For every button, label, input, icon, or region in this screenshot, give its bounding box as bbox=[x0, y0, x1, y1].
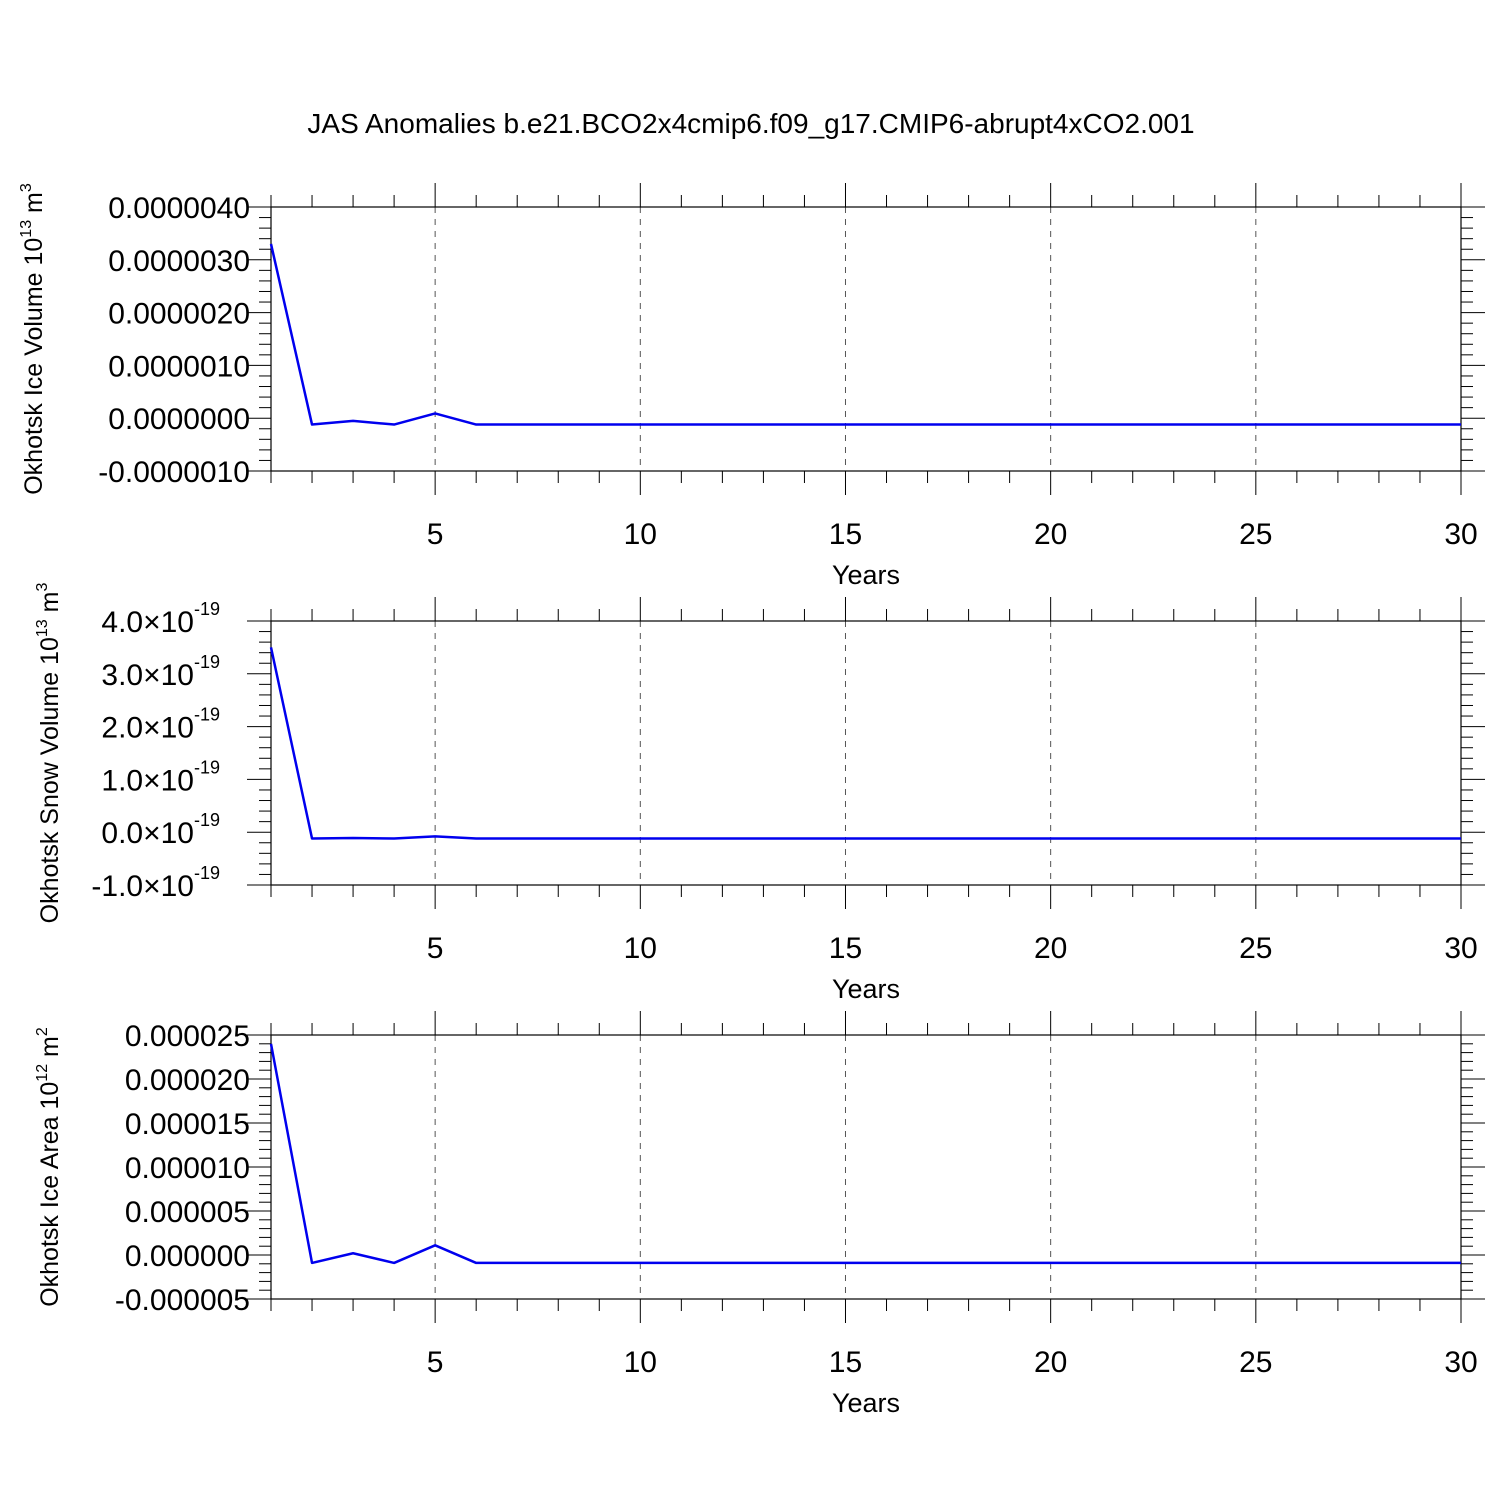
y-tick-label: 0.000020 bbox=[125, 1064, 250, 1097]
x-axis-label: Years bbox=[832, 560, 900, 590]
y-tick-label: 0.000005 bbox=[125, 1196, 250, 1229]
y-tick-label: 0.000025 bbox=[125, 1020, 250, 1053]
x-axis-label: Years bbox=[832, 974, 900, 1004]
y-tick-label: 2.0×10-19 bbox=[101, 705, 220, 745]
x-tick-label: 15 bbox=[829, 1346, 862, 1379]
y-axis-label: Okhotsk Snow Volume 1013 m3 bbox=[34, 583, 64, 924]
x-tick-label: 20 bbox=[1034, 518, 1067, 551]
x-tick-label: 5 bbox=[427, 932, 444, 965]
y-tick-label: 0.0000000 bbox=[108, 403, 250, 436]
y-tick-label: 0.000010 bbox=[125, 1152, 250, 1185]
y-tick-label: 0.0000010 bbox=[108, 350, 250, 383]
chart-panel-1: 5 10 15 20 25 30 Years -0.0000010 0.0000000 0.000… bbox=[18, 183, 1485, 590]
y-tick-label: 0.0000030 bbox=[108, 245, 250, 278]
x-tick-label: 25 bbox=[1239, 932, 1272, 965]
x-tick-label: 30 bbox=[1444, 1346, 1477, 1379]
y-tick-label: 0.0000020 bbox=[108, 298, 250, 331]
plot-frame bbox=[270, 1034, 1462, 1300]
chart-panel-2: 5 10 15 20 25 30 Years -1.0×10-19 0.0×10-19 1.0×1… bbox=[34, 583, 1485, 1004]
series-line bbox=[269, 647, 1461, 840]
x-tick-label: 20 bbox=[1034, 1346, 1067, 1379]
x-tick-label: 10 bbox=[624, 1346, 657, 1379]
x-tick-label: 15 bbox=[829, 932, 862, 965]
x-tick-label: 25 bbox=[1239, 1346, 1272, 1379]
x-tick-label: 15 bbox=[829, 518, 862, 551]
x-axis-label: Years bbox=[832, 1388, 900, 1418]
figure-title: JAS Anomalies b.e21.BCO2x4cmip6.f09_g17.… bbox=[307, 108, 1194, 139]
chart-panel-3: 5 10 15 20 25 30 Years -0.000005 0.000000 0.00000… bbox=[34, 1011, 1485, 1418]
plot-frame bbox=[270, 206, 1462, 472]
x-tick-label: 10 bbox=[624, 932, 657, 965]
panels: 5 10 15 20 25 30 Years -0.0000010 0.0000000 0.000… bbox=[18, 183, 1485, 1418]
y-tick-label: 1.0×10-19 bbox=[101, 757, 220, 797]
y-tick-label: -0.0000010 bbox=[98, 456, 250, 489]
y-tick-label: 0.0000040 bbox=[108, 192, 250, 225]
y-tick-label: 0.0×10-19 bbox=[101, 810, 220, 850]
x-tick-label: 30 bbox=[1444, 932, 1477, 965]
y-tick-label: -0.000005 bbox=[115, 1284, 250, 1317]
x-tick-label: 20 bbox=[1034, 932, 1067, 965]
x-tick-label: 5 bbox=[427, 1346, 444, 1379]
x-tick-label: 10 bbox=[624, 518, 657, 551]
y-axis-label: Okhotsk Ice Area 1012 m2 bbox=[34, 1027, 64, 1307]
x-tick-label: 30 bbox=[1444, 518, 1477, 551]
y-tick-label: 4.0×10-19 bbox=[101, 599, 220, 639]
plot-frame bbox=[270, 620, 1462, 886]
x-tick-label: 5 bbox=[427, 518, 444, 551]
y-tick-label: 0.000000 bbox=[125, 1240, 250, 1273]
y-tick-label: 0.000015 bbox=[125, 1108, 250, 1141]
y-tick-label: 3.0×10-19 bbox=[101, 652, 220, 692]
y-tick-label: -1.0×10-19 bbox=[91, 863, 220, 903]
x-tick-label: 25 bbox=[1239, 518, 1272, 551]
series-line bbox=[269, 1043, 1461, 1265]
series-line bbox=[269, 243, 1461, 426]
y-axis-label: Okhotsk Ice Volume 1013 m3 bbox=[18, 183, 48, 495]
